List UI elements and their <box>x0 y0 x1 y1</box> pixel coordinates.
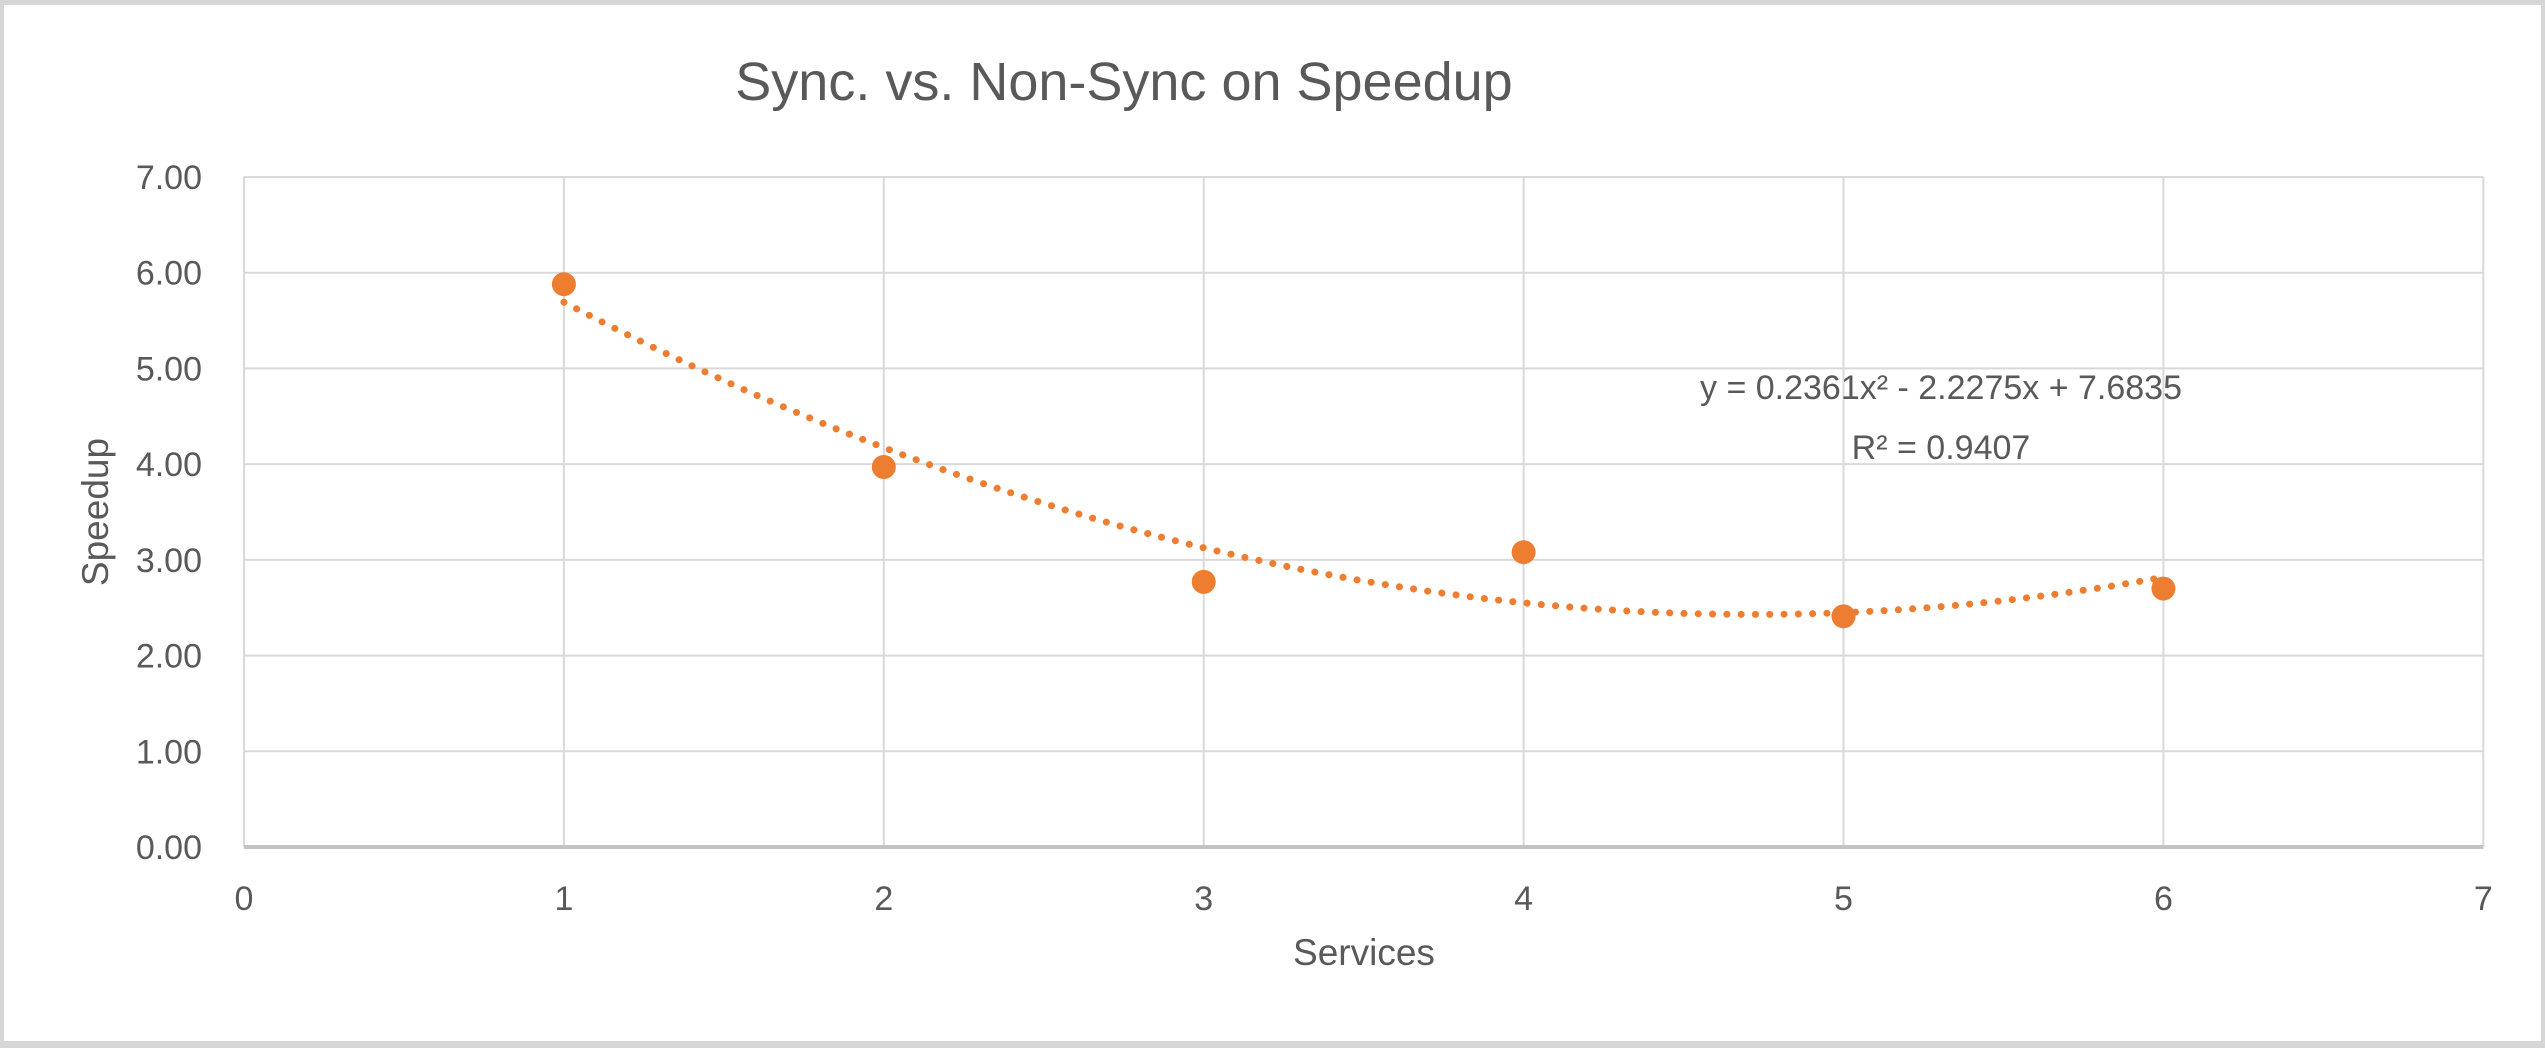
trendline-dotted-curve[interactable] <box>560 298 2167 618</box>
x-tick-label: 3 <box>1194 880 1213 918</box>
y-tick-label: 3.00 <box>136 542 202 580</box>
trendline-annotation: y = 0.2361x² - 2.2275x + 7.6835 R² = 0.9… <box>1700 358 2182 478</box>
y-tick-label: 0.00 <box>136 829 202 867</box>
x-tick-label: 6 <box>2154 880 2173 918</box>
y-tick-label: 2.00 <box>136 638 202 676</box>
x-tick-label: 1 <box>554 880 573 918</box>
trendline-r-squared: R² = 0.9407 <box>1851 429 2031 467</box>
chart-title: Sync. vs. Non-Sync on Speedup <box>735 52 1513 112</box>
y-tick-label: 5.00 <box>136 350 202 388</box>
data-point[interactable] <box>1511 540 1536 565</box>
x-tick-label: 5 <box>1834 880 1853 918</box>
y-axis-title: Speedup <box>75 437 116 587</box>
x-tick-label: 0 <box>235 880 254 918</box>
data-point[interactable] <box>551 272 576 297</box>
data-point[interactable] <box>1191 569 1216 594</box>
x-tick-label: 4 <box>1514 880 1533 918</box>
trendline-equation: y = 0.2361x² - 2.2275x + 7.6835 <box>1699 369 2183 407</box>
y-tick-label: 4.00 <box>136 446 202 484</box>
x-tick-label: 2 <box>874 880 893 918</box>
y-tick-label: 7.00 <box>136 159 202 197</box>
x-axis-title: Services <box>1293 932 1435 973</box>
y-tick-label: 6.00 <box>136 255 202 293</box>
x-tick-label: 7 <box>2474 880 2493 918</box>
data-point[interactable] <box>2151 576 2176 601</box>
plot-area: 0.00 1.00 2.00 3.00 4.00 5.00 6.00 7.00 0 1 2 3 4 5 6 7 <box>136 159 2493 918</box>
data-point[interactable] <box>1831 604 1856 629</box>
y-tick-label: 1.00 <box>136 733 202 771</box>
data-point[interactable] <box>871 455 896 480</box>
